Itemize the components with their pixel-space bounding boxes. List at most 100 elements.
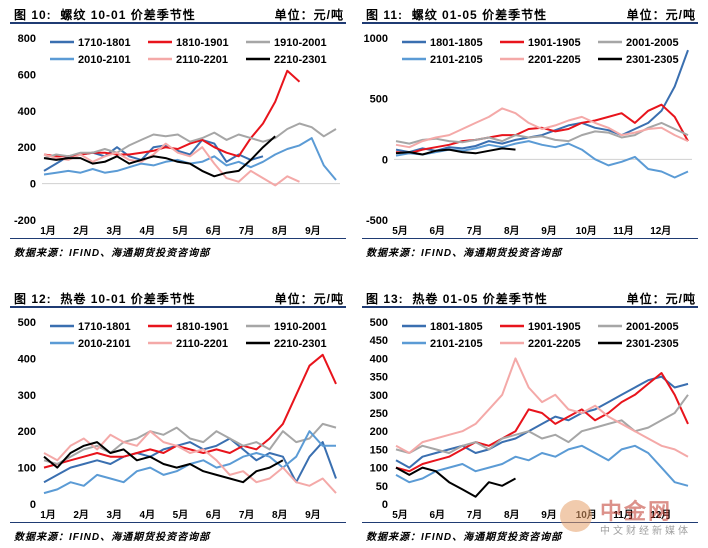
series-line-2301-2305 (395, 466, 516, 498)
x-tick-label: 3月 (106, 509, 122, 521)
x-tick-label: 6月 (206, 509, 222, 521)
legend-label: 2301-2305 (626, 54, 679, 66)
x-tick-label: 9月 (541, 509, 557, 521)
legend-label: 2210-2301 (274, 338, 327, 350)
y-tick-label: 500 (370, 94, 388, 106)
legend-label: 2101-2105 (430, 338, 483, 350)
chart-panel-4: 图 13: 热卷 01-05 价差季节性 单位：元/吨 0 50 100 150 200… (358, 284, 702, 546)
x-tick-label: 3月 (106, 225, 122, 237)
x-tick-label: 8月 (504, 225, 520, 237)
x-tick-label: 8月 (504, 509, 520, 521)
legend-label: 2001-2005 (626, 37, 679, 49)
legend-label: 1910-2001 (274, 37, 327, 49)
y-tick-label: 0 (30, 499, 36, 511)
series-line-1901-1905 (395, 372, 689, 473)
x-tick-label: 8月 (272, 509, 288, 521)
x-tick-label: 4月 (140, 509, 156, 521)
y-tick-label: 800 (18, 33, 36, 45)
y-tick-label: 1000 (364, 33, 388, 45)
series-line-2110-2201 (43, 430, 337, 494)
watermark: 中金网 中文财经新媒体 (552, 492, 702, 542)
chart-header: 图 10: 螺纹 10-01 价差季节性 单位：元/吨 (6, 0, 350, 22)
chart-header: 图 12: 热卷 10-01 价差季节性 单位：元/吨 (6, 284, 350, 306)
chart-panel-2: 图 11: 螺纹 01-05 价差季节性 单位：元/吨 -500 0 500 1000… (358, 0, 702, 262)
y-tick-label: -200 (14, 215, 36, 227)
x-tick-label: 5月 (173, 225, 189, 237)
series-line-1801-1805 (395, 49, 689, 154)
y-tick-label: 200 (18, 142, 36, 154)
chart-panel-1: 图 10: 螺纹 10-01 价差季节性 单位：元/吨 -200 0 200 400 6… (6, 0, 350, 262)
unit-label: 单位：元/吨 (274, 8, 344, 22)
x-tick-label: 8月 (272, 225, 288, 237)
series-line-1901-1905 (395, 103, 689, 155)
x-tick-label: 2月 (73, 225, 89, 237)
y-tick-label: 450 (370, 335, 388, 347)
y-tick-label: 150 (370, 444, 388, 456)
watermark-seal-icon (560, 500, 592, 532)
figure-number: 图 10: (14, 8, 52, 22)
line-chart: 0 100 200 300 400 500 1月 2月 3月 4月 5月 6月 7月 8月 9月 1710-1… (18, 317, 337, 521)
line-chart: -200 0 200 400 600 800 1月 2月 3月 4月 5月 6月 7月 8月 9月 1710-… (14, 33, 340, 237)
legend-label: 1801-1805 (430, 37, 483, 49)
footer-rule (10, 522, 346, 523)
series-line-2201-2205 (395, 107, 689, 149)
y-tick-label: 250 (370, 408, 388, 420)
header-rule (362, 306, 698, 308)
footer-rule (362, 522, 698, 523)
legend-label: 2010-2101 (78, 54, 131, 66)
x-tick-label: 11月 (613, 509, 634, 521)
x-tick-label: 5月 (392, 509, 408, 521)
y-tick-label: 400 (18, 353, 36, 365)
x-tick-label: 12月 (650, 225, 671, 237)
legend-label: 2201-2205 (528, 54, 581, 66)
y-tick-label: 200 (18, 426, 36, 438)
chart-header: 图 13: 热卷 01-05 价差季节性 单位：元/吨 (358, 284, 702, 306)
y-tick-label: 300 (370, 390, 388, 402)
legend-label: 1901-1905 (528, 321, 581, 333)
x-tick-label: 6月 (206, 225, 222, 237)
series-line-2301-2305 (395, 147, 516, 156)
y-tick-label: 100 (370, 463, 388, 475)
legend-label: 2110-2201 (176, 338, 228, 350)
x-tick-label: 6月 (429, 509, 445, 521)
series-line-2101-2105 (395, 444, 689, 487)
y-tick-label: 200 (370, 426, 388, 438)
series-line-2001-2005 (395, 121, 689, 145)
y-tick-label: 350 (370, 372, 388, 384)
chart-title: 热卷 01-05 价差季节性 (412, 292, 548, 306)
x-tick-label: 12月 (650, 509, 671, 521)
legend-label: 2201-2205 (528, 338, 581, 350)
x-tick-label: 5月 (392, 225, 408, 237)
x-tick-label: 11月 (613, 225, 634, 237)
line-chart: 0 50 100 150 200 250 300 350 400 450 500 5月 6月 7月 8月 9月… (370, 317, 689, 521)
legend-label: 1910-2001 (274, 321, 327, 333)
series-line-1810-1901 (43, 69, 301, 158)
y-tick-label: 500 (18, 317, 36, 329)
x-tick-label: 7月 (239, 509, 255, 521)
y-tick-label: 600 (18, 69, 36, 81)
legend-label: 2101-2105 (430, 54, 483, 66)
source-note: 数据来源：IFIND、海通期货投资咨询部 (366, 532, 563, 543)
figure-number: 图 12: (14, 292, 52, 306)
series-line-2110-2201 (43, 142, 300, 187)
y-tick-label: 50 (376, 481, 388, 493)
figure-number: 图 11: (366, 8, 404, 22)
x-tick-label: 9月 (305, 225, 321, 237)
x-tick-label: 9月 (305, 509, 321, 521)
y-tick-label: 500 (370, 317, 388, 329)
watermark-name: 中金网 (600, 499, 673, 524)
figure-label: 图 12: 热卷 10-01 价差季节性 (14, 290, 196, 307)
footer-rule (10, 238, 346, 239)
figure-label: 图 11: 螺纹 01-05 价差季节性 (366, 6, 547, 23)
chart-title: 螺纹 10-01 价差季节性 (60, 8, 196, 22)
line-chart: -500 0 500 1000 5月 6月 7月 8月 9月 10月 11月 12月 1801-1805… (364, 33, 692, 237)
y-tick-label: 0 (382, 499, 388, 511)
series-line-2210-2301 (43, 135, 276, 178)
figure-number: 图 13: (366, 292, 404, 306)
x-tick-label: 4月 (140, 225, 156, 237)
legend-label: 1710-1801 (78, 321, 131, 333)
header-rule (10, 22, 346, 24)
legend-label: 2001-2005 (626, 321, 679, 333)
series-line-2201-2205 (395, 357, 689, 458)
legend-label: 2010-2101 (78, 338, 131, 350)
